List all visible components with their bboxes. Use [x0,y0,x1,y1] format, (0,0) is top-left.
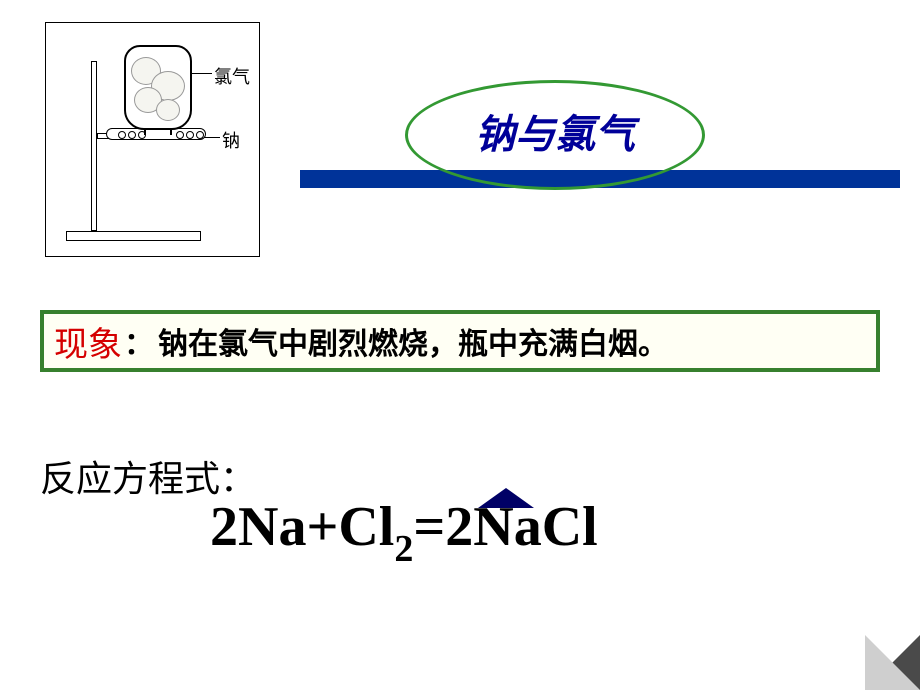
sodium-ball [186,131,194,139]
page-corner-fold-highlight [865,635,920,690]
smoke-cloud [156,99,180,121]
chemical-equation: 2Na+Cl2=2NaCl [210,495,598,567]
heat-condition-icon [478,488,534,508]
apparatus-diagram: 氯气 钠 [45,22,260,257]
sodium-ball [128,131,136,139]
observation-label: 现象 [54,317,122,366]
sodium-label: 钠 [222,127,240,153]
stand-base [66,231,201,241]
chlorine-label: 氯气 [214,63,250,89]
title-text: 钠与氯气 [475,112,635,158]
eq-subscript: 2 [394,528,413,570]
eq-part1: 2Na+Cl [210,496,394,558]
sodium-ball [118,131,126,139]
label-line [192,73,212,74]
sodium-ball [196,131,204,139]
sodium-ball [176,131,184,139]
stand-pole [91,61,97,231]
observation-box: 现象 ： 钠在氯气中剧烈燃烧，瓶中充满白烟。 [40,310,880,372]
label-line [204,137,220,138]
title-ellipse: 钠与氯气 [405,80,705,190]
observation-colon: ： [124,319,154,363]
observation-text: 钠在氯气中剧烈燃烧，瓶中充满白烟。 [158,319,668,363]
